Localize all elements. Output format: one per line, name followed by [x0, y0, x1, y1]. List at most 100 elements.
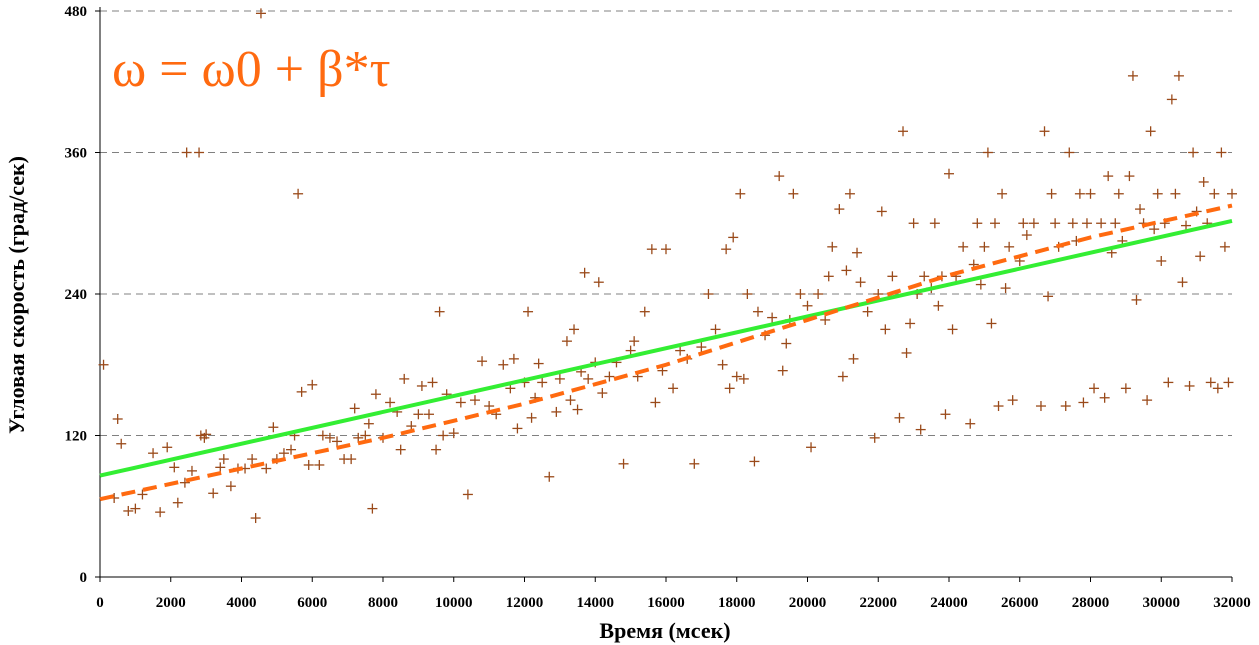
data-point	[172, 497, 183, 508]
data-point	[901, 347, 912, 358]
data-point	[416, 380, 427, 391]
data-point	[1007, 395, 1018, 406]
data-point	[975, 279, 986, 290]
data-point	[1035, 401, 1046, 412]
data-point	[862, 306, 873, 317]
data-point	[646, 244, 657, 255]
data-point	[908, 218, 919, 229]
data-point	[1173, 70, 1184, 81]
data-point	[367, 503, 378, 514]
data-point	[724, 383, 735, 394]
data-point	[1039, 126, 1050, 137]
data-point	[947, 324, 958, 335]
data-point	[98, 359, 109, 370]
data-point	[876, 206, 887, 217]
data-point	[498, 359, 509, 370]
x-tick-label: 8000	[368, 595, 398, 611]
axes	[95, 7, 1233, 582]
data-point	[965, 418, 976, 429]
formula-annotation: ω = ω0 + β*τ	[112, 41, 390, 98]
x-tick-label: 6000	[297, 595, 327, 611]
data-point	[1152, 188, 1163, 199]
data-point	[738, 373, 749, 384]
data-point	[781, 338, 792, 349]
data-point	[767, 312, 778, 323]
data-point	[929, 218, 940, 229]
data-point	[307, 379, 318, 390]
data-point	[1067, 218, 1078, 229]
data-point	[1195, 251, 1206, 262]
data-point	[431, 444, 442, 455]
data-point	[179, 477, 190, 488]
x-tick-label: 12000	[506, 595, 544, 611]
data-point	[1184, 380, 1195, 391]
data-point	[255, 8, 266, 19]
data-point	[1198, 176, 1209, 187]
data-point	[332, 436, 343, 447]
data-point	[1227, 188, 1237, 199]
x-tick-label: 32000	[1213, 595, 1251, 611]
data-point	[1074, 188, 1085, 199]
data-point	[1166, 94, 1177, 105]
y-tick-label: 480	[65, 4, 88, 20]
data-point	[1120, 383, 1131, 394]
data-point	[710, 324, 721, 335]
data-point	[565, 395, 576, 406]
data-point	[802, 300, 813, 311]
data-point	[551, 406, 562, 417]
data-point	[749, 456, 760, 467]
data-point	[554, 373, 565, 384]
data-point	[593, 277, 604, 288]
y-axis-title: Угловая скорость (град/сек)	[4, 156, 29, 434]
data-point	[194, 147, 205, 158]
data-point	[1212, 383, 1223, 394]
data-point	[997, 188, 1008, 199]
data-point	[169, 462, 180, 473]
data-point	[742, 289, 753, 299]
data-point	[1156, 255, 1167, 266]
data-point	[455, 397, 466, 408]
x-tick-label: 26000	[1001, 595, 1039, 611]
x-tick-labels: 0 2000 4000 6000 8000 10000 12000 14000 16000 180…	[96, 595, 1251, 611]
data-point	[639, 306, 650, 317]
data-point	[731, 371, 742, 382]
fit-lines	[99, 203, 1233, 502]
data-point	[1209, 188, 1220, 199]
data-point	[1081, 218, 1092, 229]
data-point	[225, 481, 236, 492]
data-point	[181, 147, 192, 158]
data-point	[837, 371, 848, 382]
data-point	[523, 306, 534, 317]
data-point	[848, 353, 859, 364]
data-point	[894, 412, 905, 423]
data-point	[218, 454, 229, 465]
data-point	[1060, 401, 1071, 412]
data-point	[618, 458, 629, 469]
data-point	[250, 513, 261, 524]
data-point	[989, 218, 1000, 229]
data-point	[1216, 147, 1227, 158]
data-point	[823, 271, 834, 282]
data-point	[296, 386, 307, 397]
data-point	[317, 430, 328, 441]
data-point	[286, 444, 297, 455]
data-point	[629, 336, 640, 347]
data-point	[1205, 377, 1216, 388]
data-point	[314, 459, 325, 470]
x-tick-label: 2000	[156, 595, 186, 611]
data-point	[346, 454, 357, 465]
data-point	[1163, 377, 1174, 388]
data-point	[215, 462, 226, 473]
data-point	[972, 218, 983, 229]
data-point	[1181, 220, 1192, 231]
data-point	[820, 314, 831, 325]
data-point	[123, 505, 134, 516]
data-point	[1096, 218, 1107, 229]
data-point	[579, 267, 590, 278]
data-point	[696, 342, 707, 353]
data-point	[993, 401, 1004, 412]
data-point	[201, 429, 212, 440]
data-point	[395, 444, 406, 455]
data-point	[247, 454, 258, 465]
